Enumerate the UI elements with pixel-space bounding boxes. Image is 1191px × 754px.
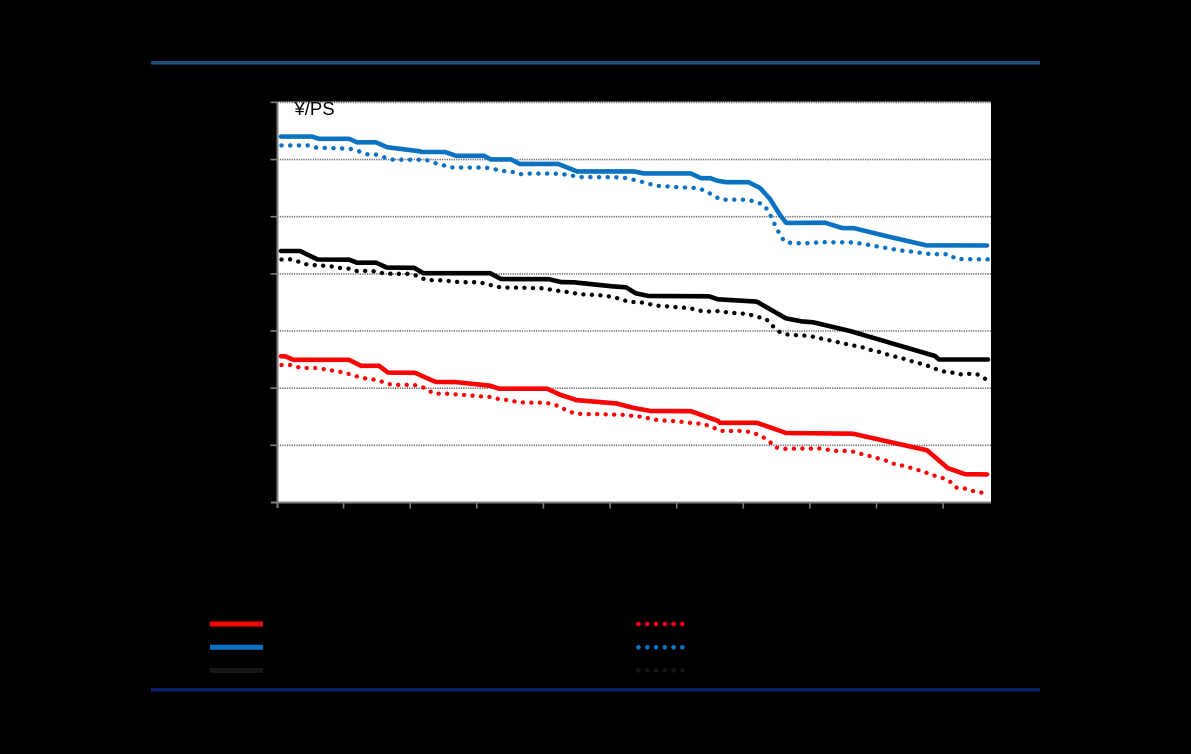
svg-text:¥/PS: ¥/PS — [294, 98, 335, 119]
